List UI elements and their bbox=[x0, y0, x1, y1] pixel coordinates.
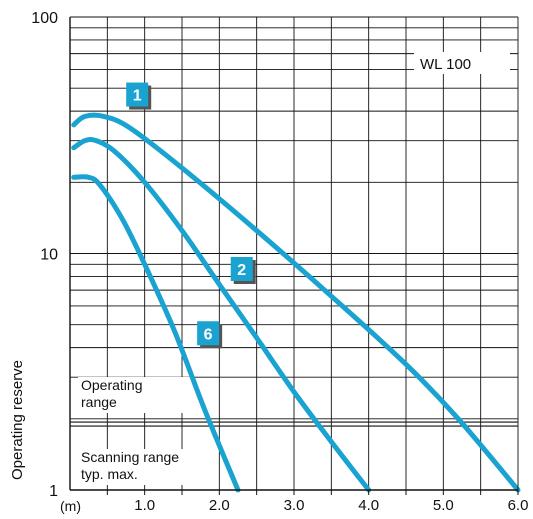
series-badge-label: 6 bbox=[204, 326, 213, 343]
series-badge-box bbox=[126, 82, 149, 107]
axes bbox=[69, 16, 519, 495]
series-badge-label: 1 bbox=[133, 88, 142, 105]
series-line-2 bbox=[71, 137, 372, 493]
y-tick-label: 10 bbox=[40, 247, 58, 264]
tick-labels: 1.0 2.0 3.0 4.0 5.0 6.0 1 10 100 bbox=[31, 10, 528, 514]
series-badge-box bbox=[197, 321, 220, 346]
y-tick-label: 100 bbox=[31, 10, 58, 27]
series-line-1 bbox=[71, 112, 521, 493]
scanning-range-label-background bbox=[78, 449, 190, 485]
operating-range-label-line: range bbox=[81, 394, 117, 410]
series-badge-2: 2 bbox=[230, 256, 256, 284]
y-tick-label: 1 bbox=[49, 483, 58, 500]
series-badge-1: 1 bbox=[126, 82, 152, 110]
x-tick-label: 6.0 bbox=[508, 497, 529, 514]
series-badge-box bbox=[230, 256, 253, 281]
x-tick-label: 5.0 bbox=[433, 497, 454, 514]
series-layer bbox=[71, 112, 521, 493]
x-axis-unit-label: (m) bbox=[60, 498, 81, 514]
product-label: WL 100 bbox=[420, 56, 471, 73]
minor-grid bbox=[70, 17, 518, 490]
series-line-6 bbox=[71, 174, 241, 493]
x-tick-label: 2.0 bbox=[209, 497, 230, 514]
series-badges: 1 2 6 bbox=[126, 82, 256, 349]
x-tick-label: 4.0 bbox=[358, 497, 379, 514]
series-badge-label: 2 bbox=[237, 262, 246, 279]
scanning-range-label-line: typ. max. bbox=[81, 466, 138, 482]
series-badge-6: 6 bbox=[197, 321, 223, 349]
x-tick-label: 3.0 bbox=[284, 497, 305, 514]
x-tick-label: 1.0 bbox=[134, 497, 155, 514]
operating-range-label-line: Operating bbox=[81, 377, 142, 393]
scanning-range-label-line: Scanning range bbox=[81, 449, 179, 465]
product-label-box bbox=[414, 52, 510, 74]
operating-range-label-background bbox=[78, 377, 190, 413]
y-axis-label: Operating reserve bbox=[9, 360, 26, 480]
